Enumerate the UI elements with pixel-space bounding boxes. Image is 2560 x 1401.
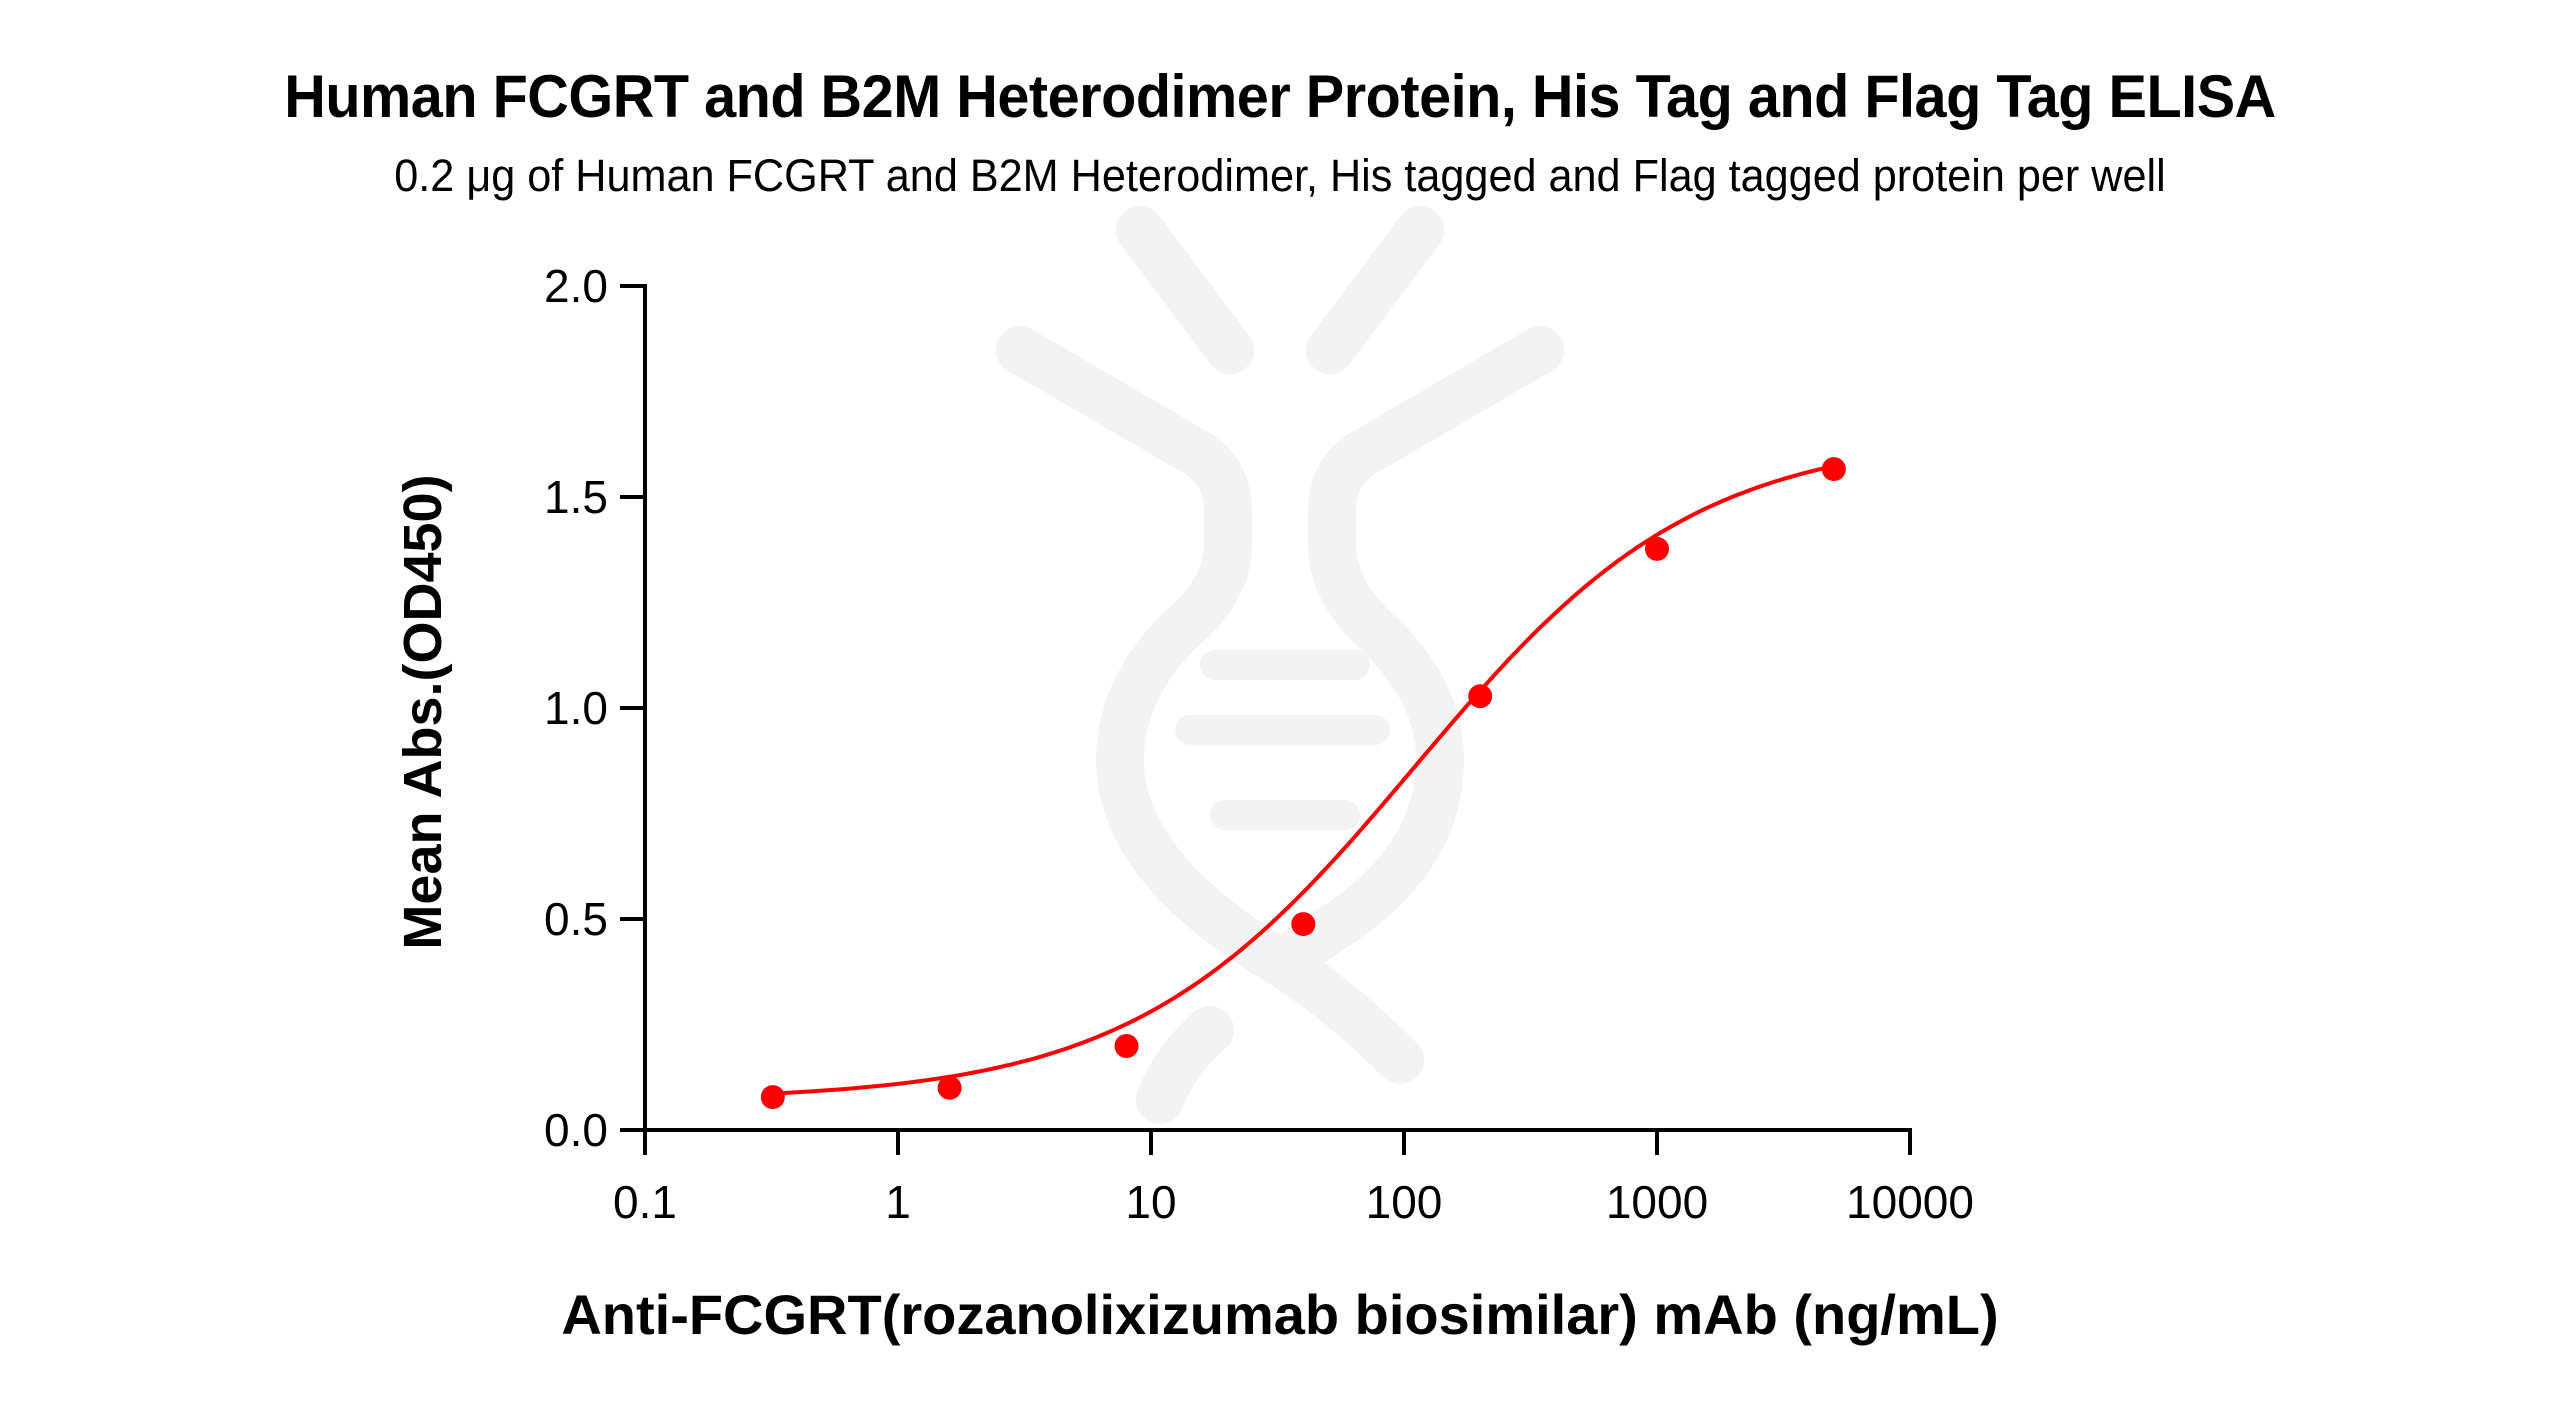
y-axis bbox=[620, 284, 647, 1132]
data-point bbox=[1468, 684, 1493, 709]
x-tick-label: 1000 bbox=[1606, 1176, 1708, 1228]
x-tick-label: 1 bbox=[885, 1176, 911, 1228]
x-axis bbox=[620, 1128, 1912, 1155]
data-point bbox=[760, 1085, 785, 1110]
data-point bbox=[1291, 912, 1316, 937]
x-tick-label: 100 bbox=[1366, 1176, 1443, 1228]
y-tick-label: 1.5 bbox=[544, 471, 608, 523]
data-points bbox=[760, 457, 1846, 1110]
data-point bbox=[1821, 457, 1846, 482]
watermark-logo-icon bbox=[996, 206, 1564, 1124]
data-point bbox=[1645, 536, 1669, 561]
data-point bbox=[937, 1075, 962, 1100]
x-axis-label: Anti-FCGRT(rozanolixizumab biosimilar) m… bbox=[561, 1283, 1999, 1346]
chart-title: Human FCGRT and B2M Heterodimer Protein,… bbox=[284, 63, 2276, 130]
y-axis-label: Mean Abs.(OD450) bbox=[393, 474, 453, 950]
data-point bbox=[1114, 1034, 1139, 1058]
y-tick-label: 0.5 bbox=[544, 893, 608, 945]
y-tick-label: 1.0 bbox=[544, 682, 608, 734]
x-tick-label: 10000 bbox=[1846, 1176, 1974, 1228]
x-tick-label: 10 bbox=[1125, 1176, 1176, 1228]
chart-subtitle: 0.2 μg of Human FCGRT and B2M Heterodime… bbox=[394, 150, 2166, 201]
x-tick-label: 0.1 bbox=[613, 1176, 677, 1228]
y-tick-label: 2.0 bbox=[544, 260, 608, 312]
y-tick-label: 0.0 bbox=[544, 1104, 608, 1156]
